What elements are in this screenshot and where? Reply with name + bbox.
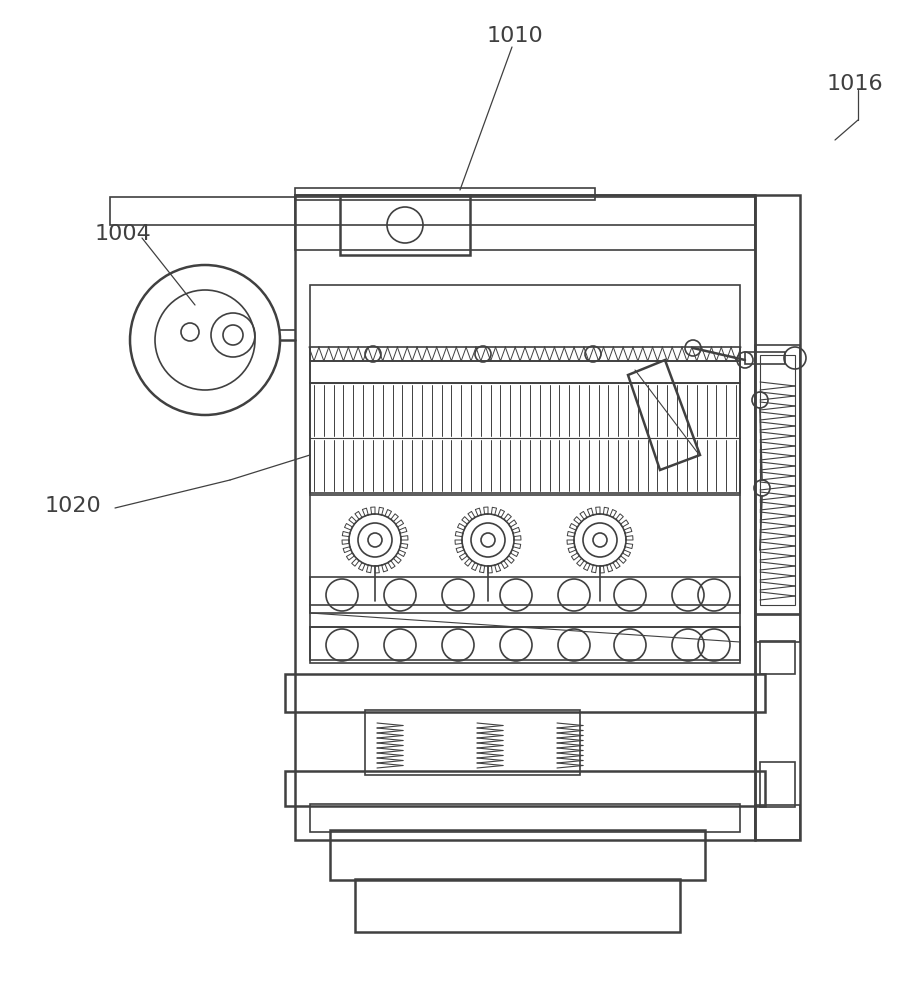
Text: 1004: 1004 (95, 224, 152, 244)
Bar (285, 674, 765, 712)
Bar (760, 355, 795, 605)
Bar (330, 830, 705, 880)
Text: 1016: 1016 (827, 74, 884, 94)
Bar (355, 879, 680, 932)
Text: 1010: 1010 (487, 26, 544, 46)
Bar (310, 804, 740, 832)
Bar (755, 345, 800, 615)
Bar (745, 352, 785, 364)
Bar (760, 641, 795, 674)
Bar (310, 361, 740, 383)
Bar (365, 710, 580, 775)
Bar (755, 614, 800, 642)
Bar (755, 195, 800, 840)
Bar (110, 197, 755, 225)
Bar (285, 771, 765, 806)
Bar (310, 627, 740, 663)
Bar (295, 188, 595, 200)
Bar (310, 285, 740, 660)
Bar (760, 762, 795, 807)
Bar (310, 577, 740, 613)
Bar (310, 347, 740, 361)
Bar (310, 383, 740, 493)
Bar (755, 805, 800, 840)
Bar (295, 195, 755, 250)
Bar (295, 195, 755, 840)
Text: 1020: 1020 (45, 496, 102, 516)
Bar (340, 195, 470, 255)
